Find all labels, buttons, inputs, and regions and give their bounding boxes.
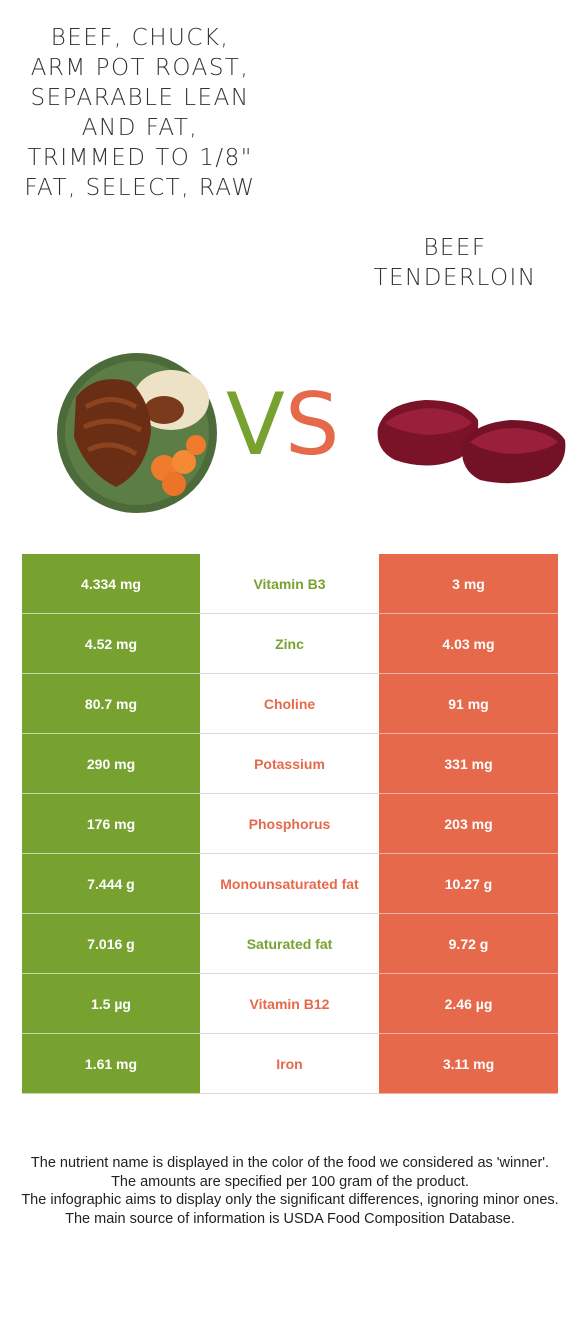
nutrient-name: Vitamin B3 bbox=[200, 554, 379, 614]
right-value: 10.27 g bbox=[379, 854, 558, 914]
nutrient-comparison-table: 4.334 mg Vitamin B3 3 mg 4.52 mg Zinc 4.03 mg… bbox=[22, 554, 558, 1094]
footer-line: The amounts are specified per 100 gram o… bbox=[111, 1173, 469, 1190]
right-food-title: Beef tenderloin bbox=[373, 235, 537, 291]
right-value: 9.72 g bbox=[379, 914, 558, 974]
nutrient-name: Monounsaturated fat bbox=[200, 854, 379, 914]
table-row: 4.334 mg Vitamin B3 3 mg bbox=[22, 554, 558, 614]
nutrient-name: Vitamin B12 bbox=[200, 974, 379, 1034]
right-value: 331 mg bbox=[379, 734, 558, 794]
left-value: 7.444 g bbox=[22, 854, 200, 914]
footer-line: The main source of information is USDA F… bbox=[65, 1210, 515, 1227]
left-value: 176 mg bbox=[22, 794, 200, 854]
left-value: 4.52 mg bbox=[22, 614, 200, 674]
raw-beef-tenderloin-image bbox=[377, 400, 566, 484]
right-value: 4.03 mg bbox=[379, 614, 558, 674]
left-food-title: Beef, chuck, arm pot roast, separable le… bbox=[24, 25, 256, 201]
table-row: 290 mg Potassium 331 mg bbox=[22, 734, 558, 794]
footer-line: The infographic aims to display only the… bbox=[21, 1192, 559, 1208]
nutrient-name: Choline bbox=[200, 674, 379, 734]
table-row: 7.016 g Saturated fat 9.72 g bbox=[22, 914, 558, 974]
nutrient-name: Potassium bbox=[200, 734, 379, 794]
footer-notes: The nutrient name is displayed in the co… bbox=[20, 1154, 560, 1228]
table-row: 80.7 mg Choline 91 mg bbox=[22, 674, 558, 734]
left-value: 1.61 mg bbox=[22, 1034, 200, 1094]
left-value: 1.5 µg bbox=[22, 974, 200, 1034]
left-value: 7.016 g bbox=[22, 914, 200, 974]
vs-v: V bbox=[226, 375, 285, 475]
vs-label: VS bbox=[226, 375, 356, 475]
table-row: 176 mg Phosphorus 203 mg bbox=[22, 794, 558, 854]
right-value: 3 mg bbox=[379, 554, 558, 614]
right-value: 91 mg bbox=[379, 674, 558, 734]
nutrient-name: Phosphorus bbox=[200, 794, 379, 854]
table-row: 1.61 mg Iron 3.11 mg bbox=[22, 1034, 558, 1094]
left-value: 290 mg bbox=[22, 734, 200, 794]
left-value: 80.7 mg bbox=[22, 674, 200, 734]
table-row: 1.5 µg Vitamin B12 2.46 µg bbox=[22, 974, 558, 1034]
right-value: 3.11 mg bbox=[379, 1034, 558, 1094]
nutrient-name: Saturated fat bbox=[200, 914, 379, 974]
table-row: 4.52 mg Zinc 4.03 mg bbox=[22, 614, 558, 674]
footer-line: The nutrient name is displayed in the co… bbox=[30, 1155, 550, 1171]
right-value: 203 mg bbox=[379, 794, 558, 854]
table-row: 7.444 g Monounsaturated fat 10.27 g bbox=[22, 854, 558, 914]
pot-roast-plate-image bbox=[57, 353, 217, 513]
left-value: 4.334 mg bbox=[22, 554, 200, 614]
nutrient-name: Iron bbox=[200, 1034, 379, 1094]
right-value: 2.46 µg bbox=[379, 974, 558, 1034]
nutrient-name: Zinc bbox=[200, 614, 379, 674]
vs-s: S bbox=[284, 375, 340, 475]
